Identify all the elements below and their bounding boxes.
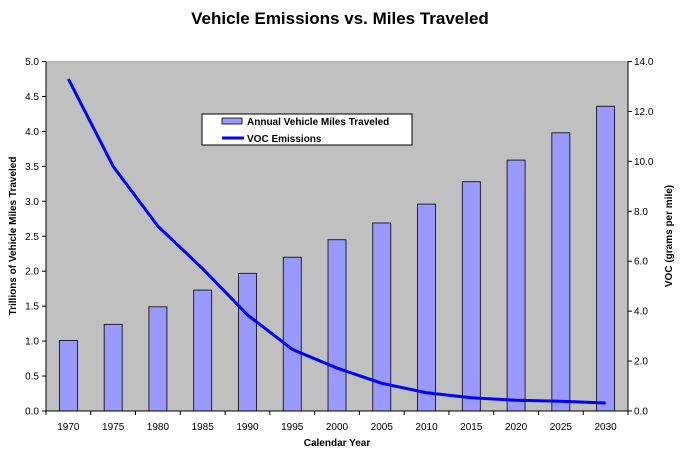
x-tick-label: 1970 [57,422,80,433]
bar-1990 [238,272,257,412]
y-left-tick-label: 1.0 [25,337,39,348]
bar-2015 [461,181,481,412]
bar-2030 [596,105,616,412]
y-left-tick-label: 0.5 [25,372,39,383]
y-left-tick-label: 3.0 [25,197,39,208]
y-left-tick-label: 0.0 [25,407,39,418]
bar-2000 [327,239,347,412]
y-axis-left-label: Trillions of Vehicle Miles Traveled [8,157,19,316]
x-tick-label: 2015 [460,422,483,433]
y-left-tick-label: 1.5 [25,302,39,313]
legend-label-miles: Annual Vehicle Miles Traveled [247,117,389,128]
y-right-tick-label: 2.0 [634,357,648,368]
legend: Annual Vehicle Miles Traveled VOC Emissi… [201,113,413,146]
y-axis-right-label: VOC (grams per mile) [664,185,675,287]
bar-2025 [551,132,571,412]
bar-2020 [506,159,526,412]
x-tick-label: 1985 [192,422,215,433]
legend-label-voc: VOC Emissions [247,134,322,145]
legend-swatch-bar [221,117,243,125]
x-tick-label: 2030 [594,422,617,433]
bar-1970 [58,340,78,412]
bar-1975 [103,323,123,412]
bar-1980 [148,306,168,412]
x-tick-label: 2010 [415,422,438,433]
x-tick-label: 2000 [326,422,349,433]
y-right-tick-label: 6.0 [634,257,648,268]
y-left-tick-label: 2.5 [25,232,39,243]
y-right-tick-label: 8.0 [634,207,648,218]
y-left-tick-label: 5.0 [25,57,39,68]
x-axis-label: Calendar Year [304,438,371,449]
x-tick-label: 1995 [281,422,304,433]
y-right-tick-label: 10.0 [634,157,654,168]
y-left-tick-label: 2.0 [25,267,39,278]
y-right-tick-label: 12.0 [634,107,654,118]
y-right-tick-label: 4.0 [634,307,648,318]
bar-2010 [417,203,436,412]
y-left-tick-label: 4.0 [25,127,39,138]
y-right-tick-label: 0.0 [634,407,648,418]
bar-1995 [282,256,302,412]
x-tick-label: 2025 [550,422,573,433]
bar-1985 [193,289,213,412]
y-left-tick-label: 3.5 [25,162,39,173]
x-tick-label: 1990 [236,422,259,433]
x-tick-label: 2005 [371,422,394,433]
x-tick-label: 1975 [102,422,125,433]
chart-title: Vehicle Emissions vs. Miles Traveled [191,9,489,28]
x-tick-label: 2020 [505,422,528,433]
y-left-tick-label: 4.5 [25,92,39,103]
y-right-tick-label: 14.0 [634,57,654,68]
x-tick-label: 1980 [147,422,170,433]
